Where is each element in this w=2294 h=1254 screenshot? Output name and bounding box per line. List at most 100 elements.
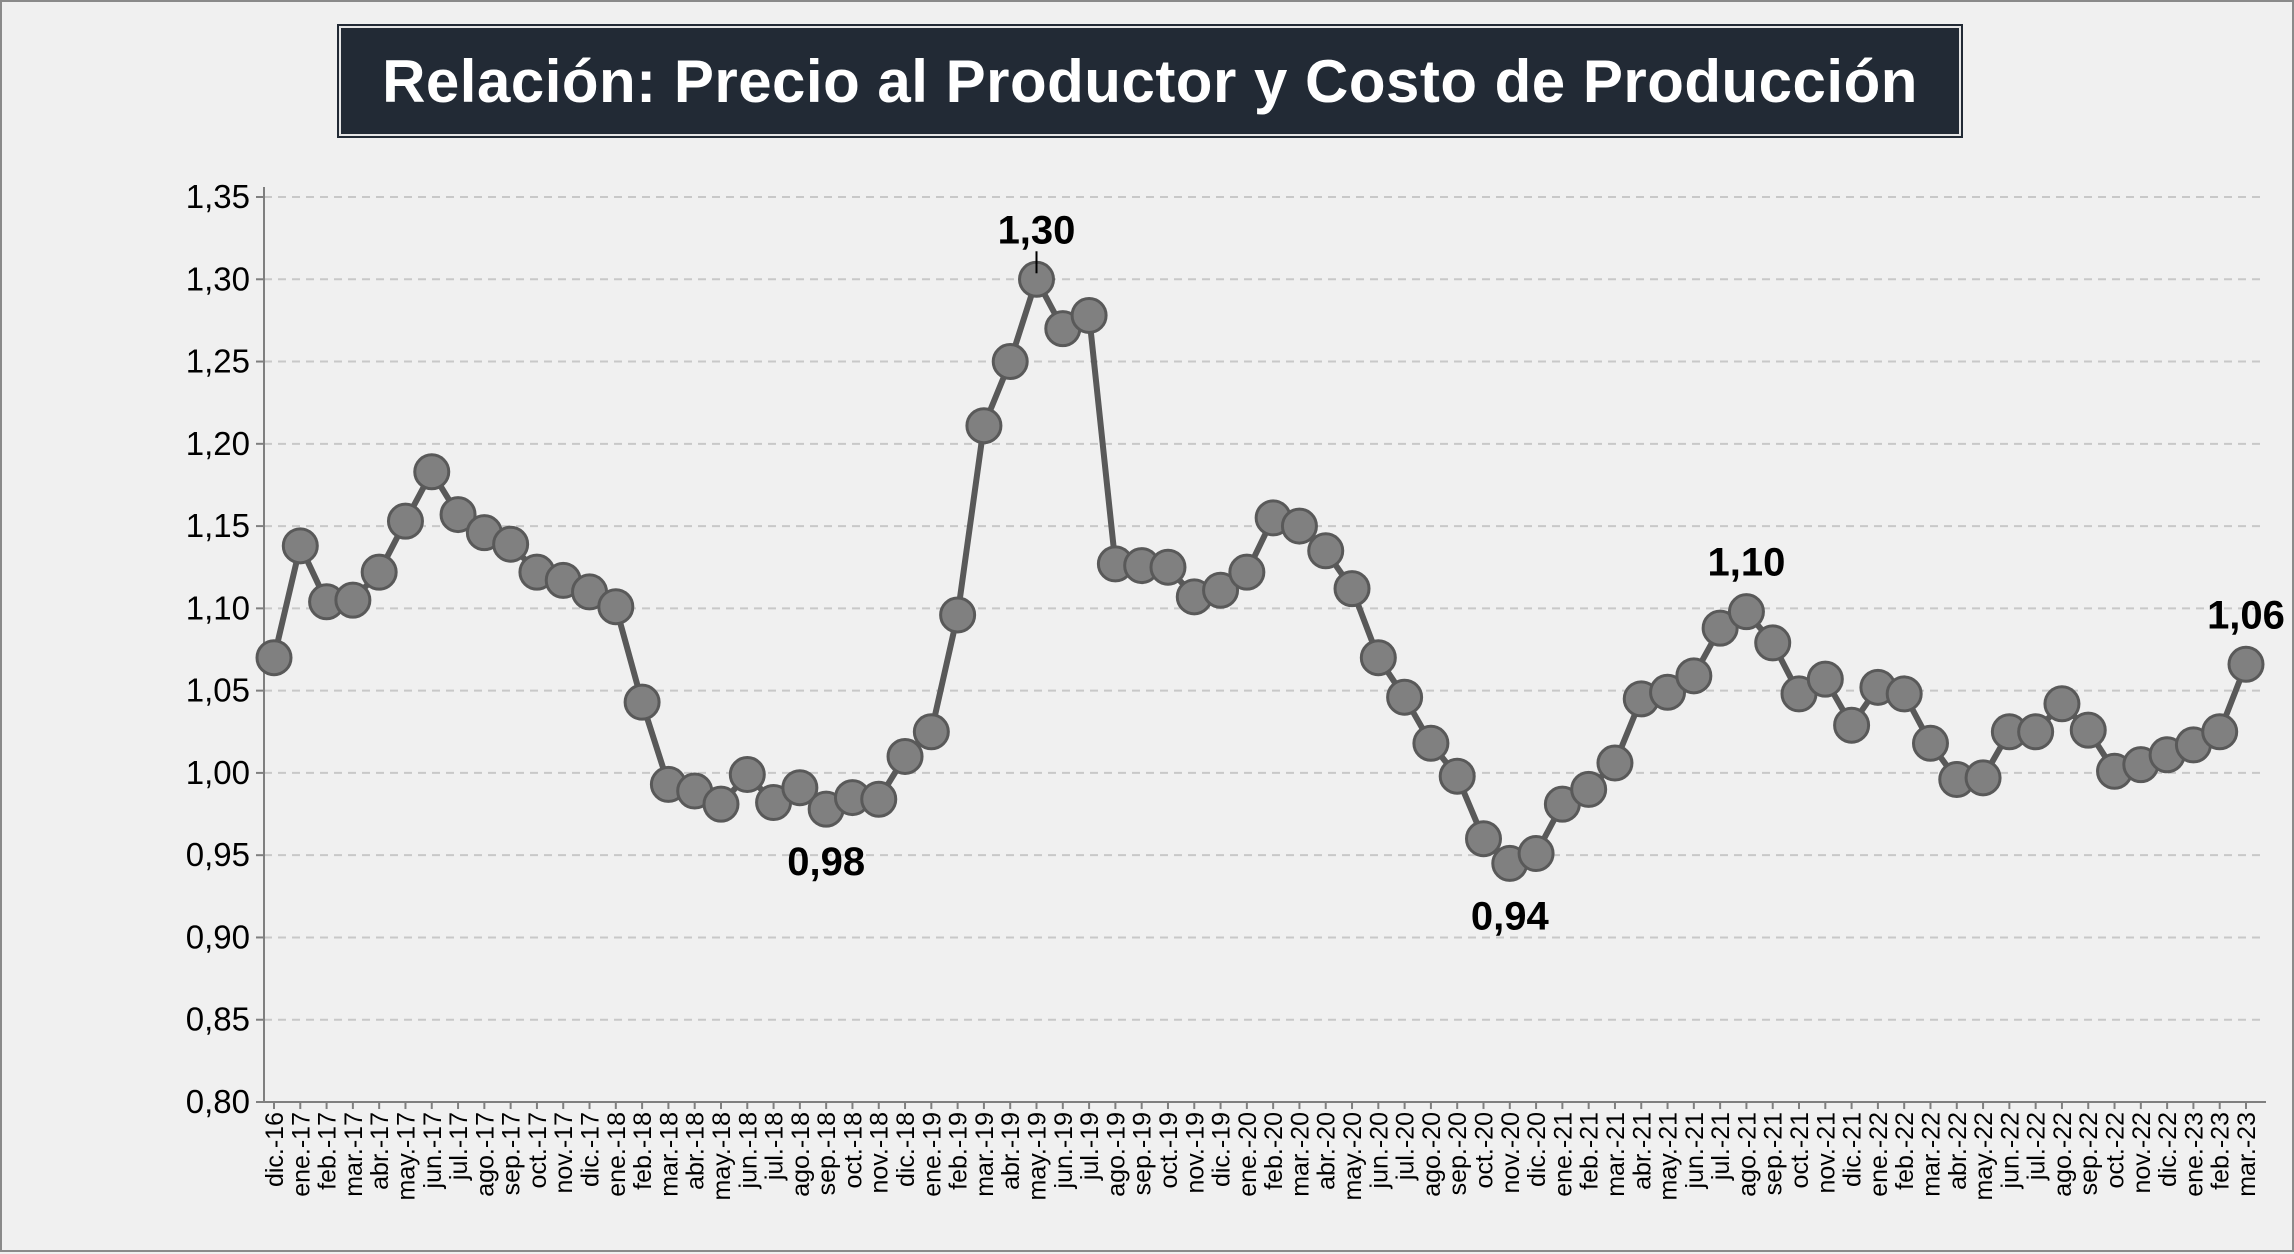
data-point [1386,678,1424,716]
x-tick-label: nov.-19 [1181,1112,1209,1194]
x-tick-label: abr.-18 [682,1112,710,1190]
x-tick-label: feb.-20 [1260,1112,1288,1190]
x-tick-label: mar.-18 [655,1112,683,1197]
y-tick-label: 1,10 [186,589,250,626]
x-tick-label: abr.-19 [997,1112,1025,1190]
x-tick-labels: dic.-16ene.-17feb.-17mar.-17abr.-17may.-… [261,1112,2261,1200]
x-tick-label: ene.-19 [918,1112,946,1197]
data-point [1070,296,1108,334]
x-tick-label: nov.-20 [1497,1112,1525,1194]
x-tick-label: oct.-20 [1470,1112,1498,1188]
data-point [1596,744,1634,782]
data-label: 1,06 [2207,593,2285,637]
data-point [1754,624,1792,662]
x-tick-label: nov.-17 [550,1112,578,1194]
data-point [492,525,530,563]
x-tick-label: ago.-19 [1102,1112,1130,1197]
x-tick-label: may.-17 [392,1112,420,1200]
x-tick-label: may.-21 [1655,1112,1683,1200]
x-tick-label: ago.-18 [787,1112,815,1197]
y-tick-label: 1,20 [186,425,250,462]
x-tick-label: mar.-21 [1602,1112,1630,1197]
data-point [1570,770,1608,808]
x-tick-label: feb.-19 [945,1112,973,1190]
x-tick-label: nov.-22 [2128,1112,2156,1194]
data-point [991,343,1029,381]
data-point [281,527,319,565]
x-tick-label: jun.-22 [1996,1112,2024,1189]
data-point [886,737,924,775]
x-tick-label: jun.-17 [419,1112,447,1189]
x-tick-label: ene.-18 [603,1112,631,1197]
x-tick-label: jun.-21 [1681,1112,1709,1189]
x-tick-label: jun.-19 [1050,1112,1078,1189]
x-tick-label: dic.-19 [1208,1112,1236,1187]
x-tick-label: abr.-22 [1944,1112,1972,1190]
data-point [912,713,950,751]
data-point [2017,713,2055,751]
x-tick-label: jun.-20 [1365,1112,1393,1189]
x-tick-label: dic.-20 [1523,1112,1551,1187]
data-point [1412,724,1450,762]
data-point [413,453,451,491]
y-tick-label: 1,25 [186,343,250,380]
x-tick-label: nov.-18 [866,1112,894,1194]
data-point [728,756,766,794]
x-tick-label: may.-18 [708,1112,736,1200]
x-tick-label: sep.-18 [813,1112,841,1195]
x-tick-label: dic.-17 [577,1112,605,1187]
series-markers [255,260,2265,882]
x-tick-label: mar.-23 [2233,1112,2261,1197]
x-tick-label: sep.-20 [1444,1112,1472,1195]
data-point [1149,548,1187,586]
data-point [334,581,372,619]
y-tick-label: 0,85 [186,1001,250,1038]
x-tick-label: abr.-21 [1628,1112,1656,1190]
data-point [2201,713,2239,751]
x-tick-label: ene.-21 [1549,1112,1577,1197]
x-tick-label: sep.-22 [2075,1112,2103,1195]
x-tick-label: ago.-21 [1733,1112,1761,1197]
y-tick-label: 1,00 [186,754,250,791]
data-label: 0,98 [787,840,865,884]
y-tick-label: 1,30 [186,260,250,297]
y-tick-label: 1,15 [186,507,250,544]
data-point [965,407,1003,445]
x-tick-label: dic.-18 [892,1112,920,1187]
data-point [2043,685,2081,723]
chart-title: Relación: Precio al Productor y Costo de… [382,47,1918,115]
x-tick-label: oct.-21 [1786,1112,1814,1188]
x-tick-label: ago.-22 [2049,1112,2077,1197]
x-tick-label: feb.-21 [1576,1112,1604,1190]
data-label: 1,10 [1707,541,1785,585]
x-tick-label: abr.-17 [366,1112,394,1190]
data-point [939,596,977,634]
data-label: 0,94 [1471,894,1550,938]
x-tick-label: sep.-19 [1129,1112,1157,1195]
x-tick-label: dic.-21 [1839,1112,1867,1187]
x-tick-label: feb.-23 [2207,1112,2235,1190]
y-tick-labels: 0,80 0,85 0,90 0,95 1,00 1,05 1,10 1,15 1,20 1,25… [186,178,250,1120]
x-tick-label: feb.-17 [314,1112,342,1190]
x-tick-label: abr.-20 [1313,1112,1341,1190]
data-point [360,553,398,591]
x-tick-label: ene.-23 [2180,1112,2208,1197]
data-point [1333,570,1371,608]
chart-title-box: Relación: Precio al Productor y Costo de… [339,26,1961,136]
data-point [1727,593,1765,631]
data-point [1806,660,1844,698]
x-tick-label: sep.-21 [1760,1112,1788,1195]
x-tick-label: ene.-17 [287,1112,315,1197]
x-tick-label: oct.-22 [2102,1112,2130,1188]
y-tick-label: 1,05 [186,672,250,709]
x-tick-label: ene.-22 [1865,1112,1893,1197]
data-point [386,502,424,540]
data-point [597,588,635,626]
x-tick-label: ago.-20 [1418,1112,1446,1197]
x-tick-label: jul.-22 [2023,1112,2051,1181]
data-point [623,683,661,721]
x-tick-label: mar.-22 [1917,1112,1945,1197]
data-point [1833,706,1871,744]
data-point [2227,645,2265,683]
